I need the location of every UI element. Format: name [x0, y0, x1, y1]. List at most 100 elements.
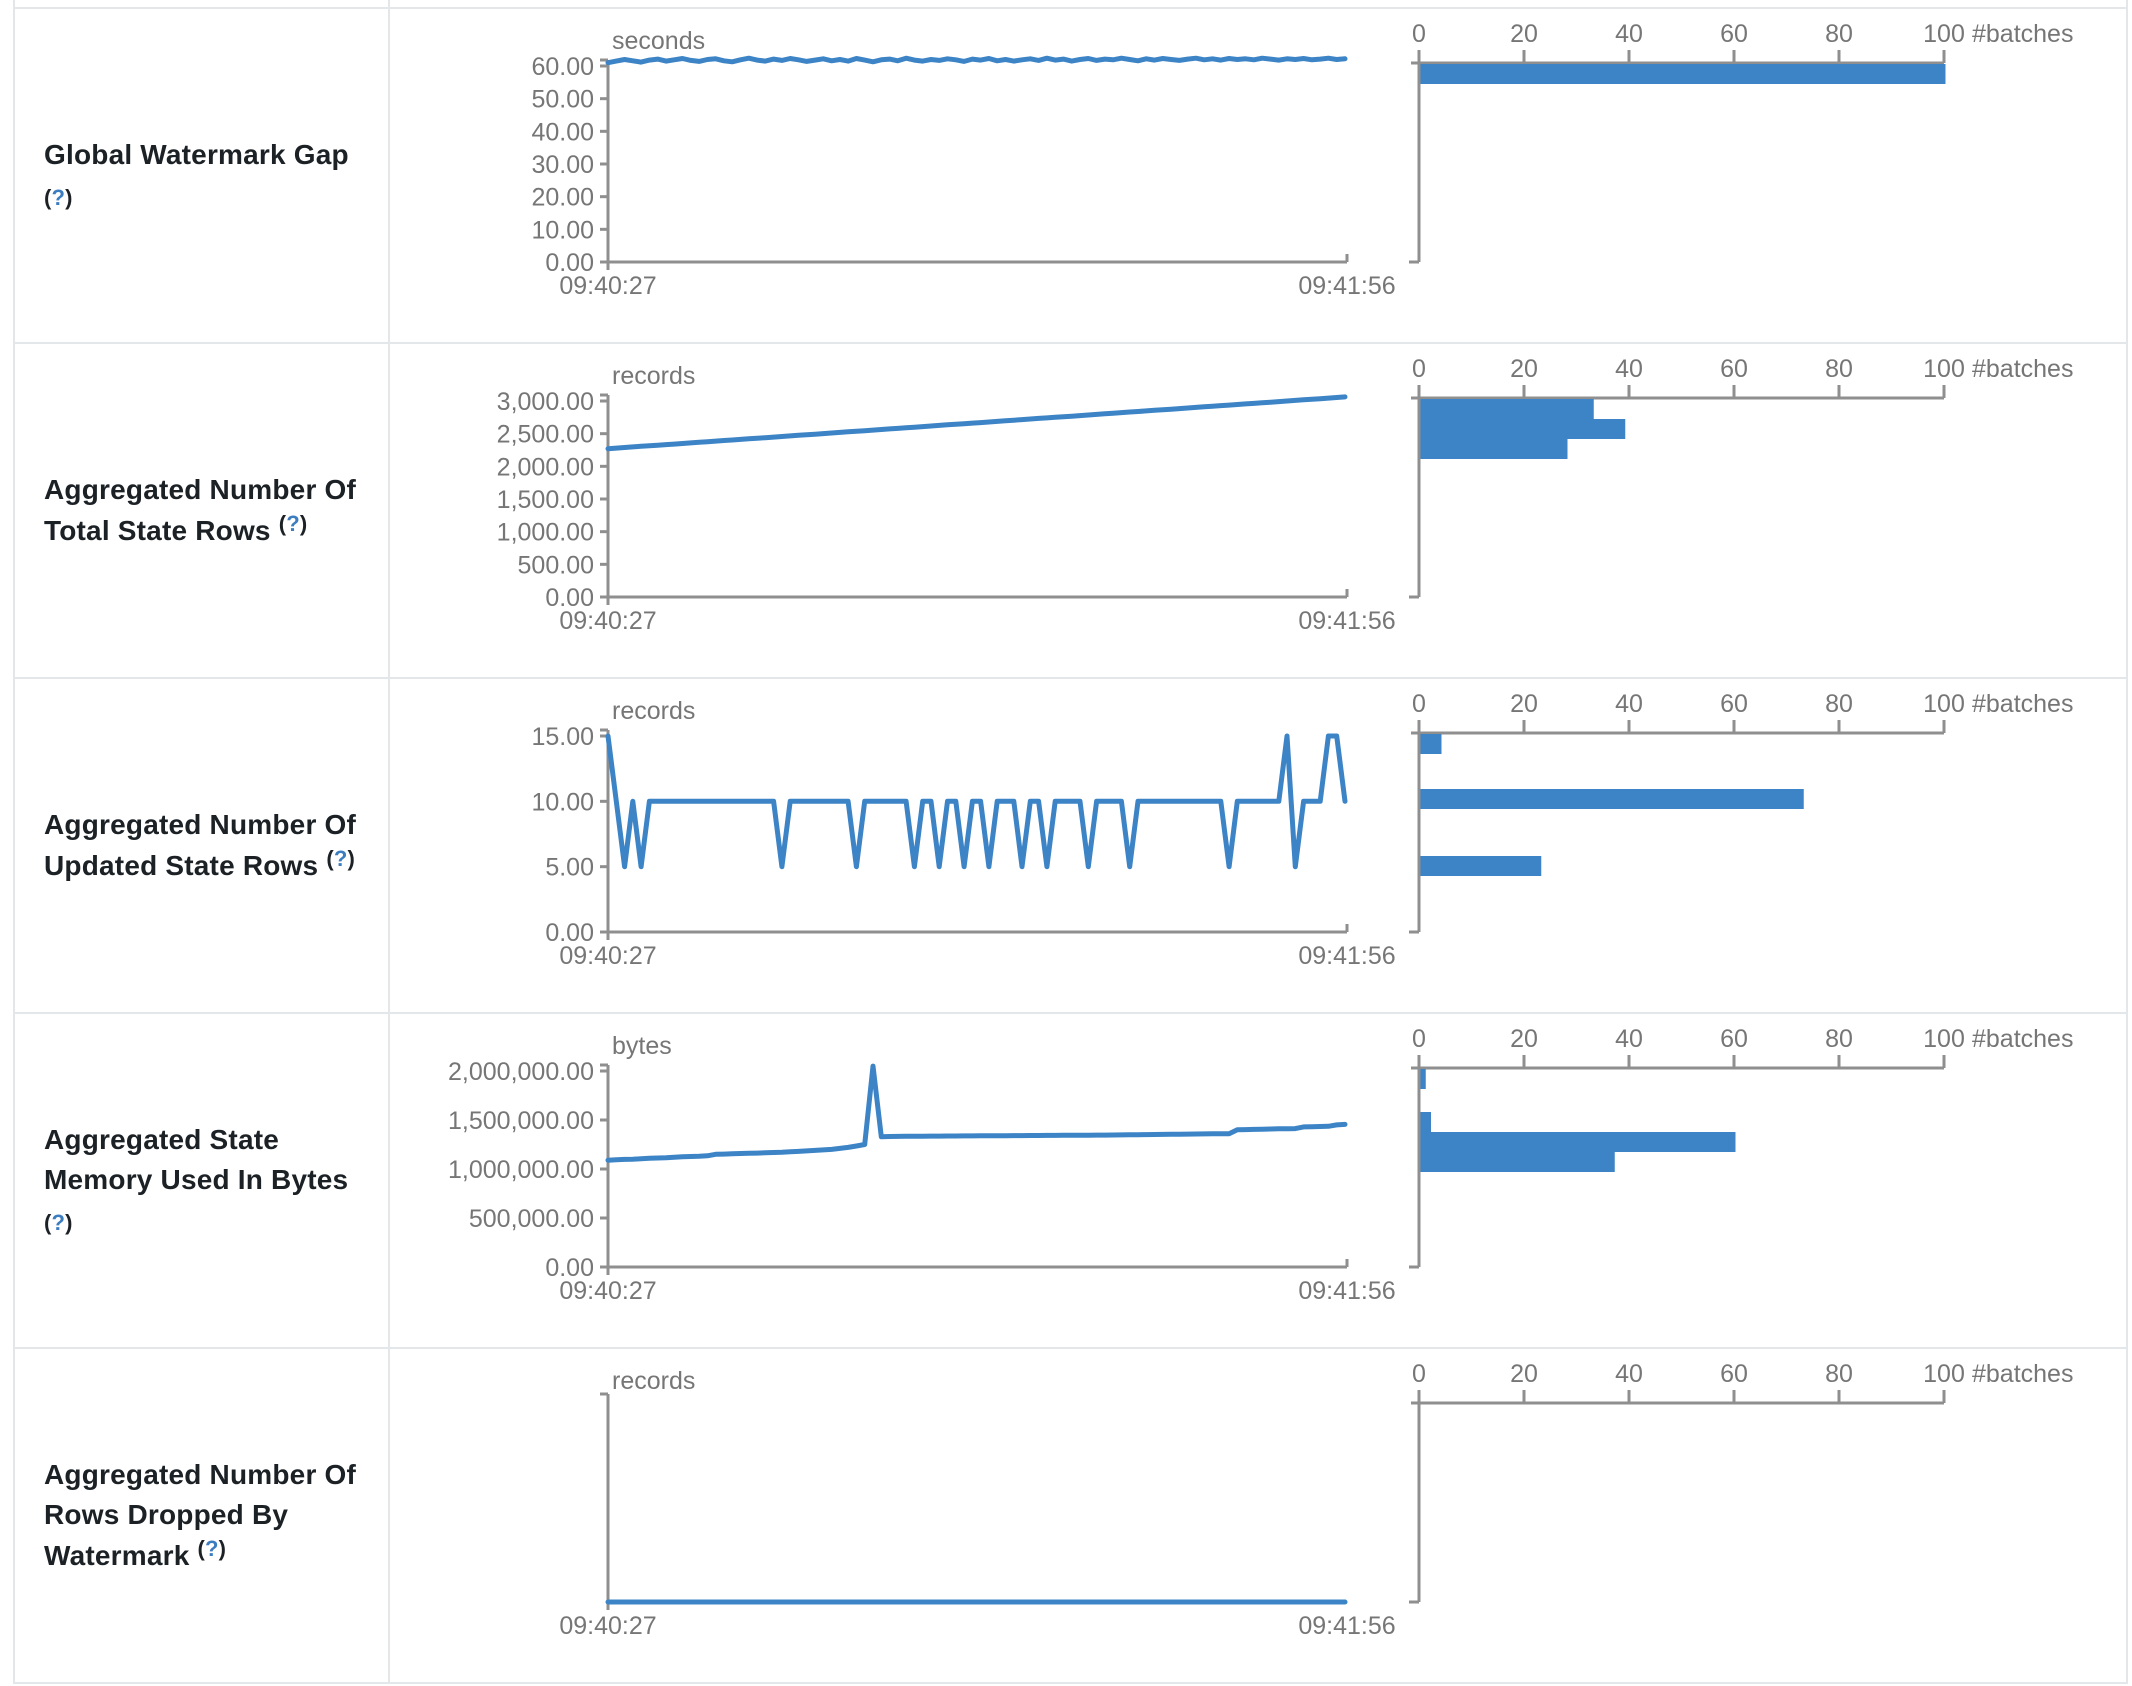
y-tick-label: 50.00 [531, 86, 594, 114]
hist-tick-label: 60 [1720, 20, 1748, 48]
help-icon-char: ( [44, 184, 52, 210]
y-tick-label: 1,000,000.00 [448, 1156, 594, 1184]
y-tick-label: 500.00 [518, 551, 594, 579]
metric-label-text: Watermark [44, 1539, 190, 1571]
help-icon-char: ? [205, 1535, 219, 1561]
x-axis-end-label: 09:41:56 [1298, 1277, 1395, 1305]
hist-tick-label: 80 [1825, 355, 1853, 383]
x-axis-start-label: 09:40:27 [559, 1612, 656, 1640]
metric-row: Aggregated Number Of Updated State Rows (?… [13, 679, 2128, 1014]
hist-tick-label: 20 [1510, 1360, 1538, 1388]
timeline-line-series [605, 55, 1348, 66]
x-axis-end-label: 09:41:56 [1298, 607, 1395, 635]
table-border-stub [2126, 0, 2128, 8]
help-icon-char: ) [218, 1535, 227, 1561]
y-tick-label: 0.00 [545, 584, 594, 612]
hist-tick-label: 80 [1825, 1025, 1853, 1053]
hist-bar [1420, 399, 1594, 419]
hist-tick-label: 60 [1720, 690, 1748, 718]
metric-label-text: Total State Rows [44, 514, 271, 546]
help-icon-char: ? [51, 184, 66, 210]
hist-tick-label: 100 [1923, 355, 1965, 383]
hist-bar [1420, 419, 1626, 439]
hist-tick-label: 0 [1412, 20, 1426, 48]
hist-tick-label: 100 [1923, 690, 1965, 718]
help-icon[interactable]: (?) [198, 1536, 227, 1561]
metric-label-text: Updated State Rows [44, 849, 319, 881]
help-icon[interactable]: (?) [279, 511, 308, 536]
metric-label: Aggregated Number Of Rows Dropped By Water… [15, 1349, 390, 1682]
help-icon-char: ( [197, 1535, 206, 1561]
hist-unit-label: #batches [1972, 20, 2073, 48]
help-icon-char: ? [51, 1209, 66, 1235]
unit-label: records [612, 1367, 695, 1395]
y-tick-label: 5.00 [545, 854, 594, 882]
hist-bar [1420, 439, 1568, 459]
metric-label-text: Aggregated Number Of [44, 1458, 357, 1490]
y-tick-label: 0.00 [545, 249, 594, 277]
hist-bar [1420, 856, 1542, 876]
hist-bar [1420, 1132, 1736, 1152]
help-icon-char: ( [44, 1209, 52, 1235]
metric-label-text: Aggregated State [44, 1123, 280, 1155]
y-tick-label: 0.00 [545, 1254, 594, 1282]
help-icon-char: ) [65, 1209, 73, 1235]
y-tick-label: 10.00 [531, 788, 594, 816]
hist-tick-label: 60 [1720, 1025, 1748, 1053]
timeline-line-series [605, 1063, 1348, 1163]
hist-tick-label: 40 [1615, 20, 1643, 48]
hist-tick-label: 80 [1825, 1360, 1853, 1388]
metric-charts: records 09:40:27 09:41:56 0 20 40 60 80 100 #batc… [559, 1360, 2073, 1640]
unit-label: bytes [612, 1032, 672, 1060]
hist-tick-label: 20 [1510, 355, 1538, 383]
help-icon[interactable]: (?) [44, 1210, 73, 1235]
hist-unit-label: #batches [1972, 690, 2073, 718]
hist-tick-label: 0 [1412, 690, 1426, 718]
y-tick-label: 2,000.00 [497, 453, 594, 481]
hist-bar [1420, 1112, 1431, 1132]
hist-tick-label: 60 [1720, 355, 1748, 383]
x-axis-end-label: 09:41:56 [1298, 942, 1395, 970]
metric-label-text: Global Watermark Gap [44, 138, 349, 170]
hist-bar [1420, 1152, 1615, 1172]
help-icon-char: ? [286, 510, 300, 536]
help-icon-char: ? [333, 845, 348, 871]
y-tick-label: 2,500.00 [497, 421, 594, 449]
y-tick-label: 40.00 [531, 118, 594, 146]
help-icon[interactable]: (?) [44, 185, 73, 210]
metric-row: Global Watermark Gap (?) seconds 60.00 50.00… [13, 9, 2128, 344]
metrics-table: Global Watermark Gap (?) seconds 60.00 50.00… [13, 7, 2128, 1684]
metric-label-text: Aggregated Number Of [44, 473, 357, 505]
metric-label: Aggregated Number Of Updated State Rows (?… [15, 679, 390, 1012]
table-border-stub [388, 0, 390, 8]
unit-label: seconds [612, 27, 705, 55]
hist-unit-label: #batches [1972, 1025, 2073, 1053]
hist-unit-label: #batches [1972, 355, 2073, 383]
y-tick-label: 1,500,000.00 [448, 1107, 594, 1135]
hist-bar [1420, 734, 1442, 754]
help-icon[interactable]: (?) [326, 846, 355, 871]
y-tick-label: 10.00 [531, 216, 594, 244]
x-axis-start-label: 09:40:27 [559, 942, 656, 970]
hist-tick-label: 100 [1923, 1360, 1965, 1388]
y-tick-label: 1,500.00 [497, 486, 594, 514]
hist-tick-label: 40 [1615, 1360, 1643, 1388]
hist-tick-label: 80 [1825, 690, 1853, 718]
unit-label: records [612, 362, 695, 390]
x-axis-end-label: 09:41:56 [1298, 1612, 1395, 1640]
metric-row: Aggregated Number Of Rows Dropped By Water… [13, 1349, 2128, 1684]
unit-label: records [612, 697, 695, 725]
metric-charts: seconds 60.00 50.00 40.00 30.00 20.00 10.00 0.0… [531, 20, 2073, 300]
help-icon-char: ) [65, 184, 73, 210]
hist-bar [1420, 789, 1804, 809]
y-tick-label: 500,000.00 [469, 1205, 594, 1233]
y-tick-label: 3,000.00 [497, 388, 594, 416]
hist-bar [1420, 1069, 1426, 1089]
hist-tick-label: 20 [1510, 690, 1538, 718]
hist-tick-label: 100 [1923, 1025, 1965, 1053]
metric-row: Aggregated Number Of Total State Rows (?) r… [13, 344, 2128, 679]
y-tick-label: 30.00 [531, 151, 594, 179]
hist-unit-label: #batches [1972, 1360, 2073, 1388]
help-icon-char: ) [347, 845, 356, 871]
